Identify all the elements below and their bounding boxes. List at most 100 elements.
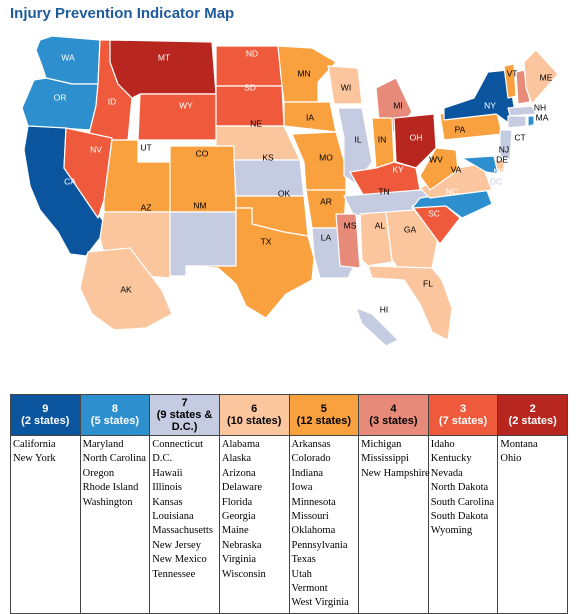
state-label-mn: MN: [297, 68, 310, 78]
legend-state-name: Pennsylvania: [291, 539, 348, 551]
legend-state-name: New Mexico: [152, 554, 207, 566]
state-shape-md: [461, 155, 499, 175]
legend-state-name: D.C.: [152, 453, 173, 465]
state-shape-ms: [335, 213, 361, 269]
legend-count: (7 states): [438, 415, 488, 427]
legend-state-list-score-5: Arkansas Colorado Indiana Iowa Minnesota Miss…: [288, 435, 360, 614]
state-label-nh: NH: [534, 102, 546, 112]
state-label-tx: TX: [261, 236, 272, 246]
legend-score: 7: [181, 397, 188, 409]
state-label-az: AZ: [141, 202, 152, 212]
legend-state-list-score-9: California New York: [10, 435, 81, 614]
state-shape-tx: [185, 207, 315, 319]
state-label-fl: FL: [423, 278, 433, 288]
legend-state-name: Ohio: [500, 453, 522, 465]
legend-state-name: Utah: [291, 568, 312, 580]
state-label-ri: RI: [530, 122, 539, 132]
legend-state-name: Arkansas: [291, 439, 331, 450]
state-shape-ny: [443, 69, 515, 125]
legend-state-name: Nevada: [430, 467, 463, 479]
state-label-id: ID: [108, 96, 117, 106]
legend-state-name: North Carolina: [82, 453, 146, 465]
state-label-vt: VT: [507, 68, 518, 78]
state-label-wa: WA: [61, 52, 75, 62]
legend-header-score-2: 2 (2 states): [497, 394, 568, 436]
state-label-de: DE: [496, 154, 508, 164]
state-label-ca: CA: [64, 176, 76, 186]
legend-header-score-8: 8 (5 states): [79, 394, 151, 436]
state-label-ne: NE: [250, 118, 262, 128]
legend-state-name: Arizona: [221, 467, 256, 479]
legend-score: 9: [42, 403, 49, 415]
legend-state-name: Virginia: [221, 554, 257, 566]
legend-state-list-score-6: Alabama Alaska Arizona Delaware Florida Georg…: [218, 435, 290, 614]
legend-state-list-score-7: Connecticut D.C. Hawaii Illinois Kansas Louis…: [149, 435, 220, 614]
state-shape-me: [523, 49, 559, 105]
legend-state-name: Florida: [221, 496, 253, 508]
state-shape-wy: [137, 93, 217, 141]
legend-state-name: Rhode Island: [82, 482, 139, 494]
state-label-il: IL: [354, 134, 361, 144]
state-label-md: MD: [493, 166, 506, 176]
state-label-nd: ND: [246, 48, 258, 58]
legend-state-list-score-3: Idaho Kentucky Nevada North Dakota South Car…: [427, 435, 499, 614]
state-shape-nj: [499, 129, 513, 161]
state-label-mi: MI: [393, 100, 402, 110]
legend-state-name: Mississippi: [361, 453, 409, 465]
legend-header-score-3: 3 (7 states): [427, 394, 499, 436]
legend-state-name: Minnesota: [291, 496, 336, 508]
state-shape-il: [337, 107, 373, 185]
state-label-hi: HI: [380, 304, 389, 314]
state-shape-fl: [367, 265, 453, 341]
state-label-oh: OH: [410, 132, 423, 142]
legend-state-name: Oklahoma: [291, 525, 336, 537]
legend-state-name: Washington: [82, 496, 133, 508]
legend-count: (5 states): [90, 415, 140, 427]
state-shape-ks: [233, 159, 305, 197]
state-label-wy: WY: [179, 100, 193, 110]
state-shape-ak: [79, 247, 173, 331]
state-label-al: AL: [375, 220, 386, 230]
legend-state-name: Missouri: [291, 511, 329, 523]
state-label-ak: AK: [120, 284, 132, 294]
legend-header-score-4: 4 (3 states): [358, 394, 429, 436]
state-label-mo: MO: [319, 152, 333, 162]
state-label-co: CO: [196, 148, 209, 158]
state-shape-or: [21, 77, 99, 131]
state-label-or: OR: [54, 92, 67, 102]
legend-state-name: Alaska: [221, 453, 252, 465]
state-shape-wi: [327, 65, 363, 105]
legend-state-name: Idaho: [430, 439, 455, 450]
map-title: Injury Prevention Indicator Map: [10, 5, 235, 22]
state-label-ks: KS: [262, 152, 274, 162]
state-label-mt: MT: [158, 52, 170, 62]
legend-state-name: Wisconsin: [221, 568, 266, 580]
legend-state-name: West Virginia: [291, 597, 349, 609]
state-label-wi: WI: [341, 82, 351, 92]
legend-score: 8: [111, 403, 118, 415]
state-label-ct: CT: [514, 132, 525, 142]
legend-state-name: Illinois: [152, 482, 183, 494]
legend-state-name: Oregon: [82, 467, 115, 479]
state-shape-ut: [103, 139, 171, 213]
legend-state-name: Wyoming: [430, 525, 473, 537]
legend-state-list-score-4: Michigan Mississippi New Hampshire: [358, 435, 430, 614]
state-shape-wv: [419, 147, 459, 191]
legend-state-name: Michigan: [361, 439, 402, 450]
legend-state-list-score-2: Montana Ohio: [497, 435, 568, 614]
us-state-map: WA OR CA ID NV MT WY UT AZ CO NM ND SD NE KS OK TX MN IA MO…: [21, 35, 559, 347]
state-shape-vt: [503, 63, 517, 99]
state-label-pa: PA: [455, 124, 466, 134]
state-shape-nh: [515, 69, 531, 105]
legend-state-name: Indiana: [291, 467, 324, 479]
state-label-ut: UT: [140, 142, 151, 152]
state-label-sd: SD: [244, 82, 256, 92]
state-label-ga: GA: [404, 224, 417, 234]
state-shape-hi: [355, 307, 399, 347]
legend-state-name: Alabama: [221, 439, 260, 450]
legend-state-name: Kentucky: [430, 453, 472, 465]
legend-count: (3 states): [369, 415, 418, 427]
legend-score: 5: [320, 403, 327, 415]
legend-state-name: Nebraska: [221, 539, 262, 551]
state-shape-nv: [63, 127, 113, 219]
